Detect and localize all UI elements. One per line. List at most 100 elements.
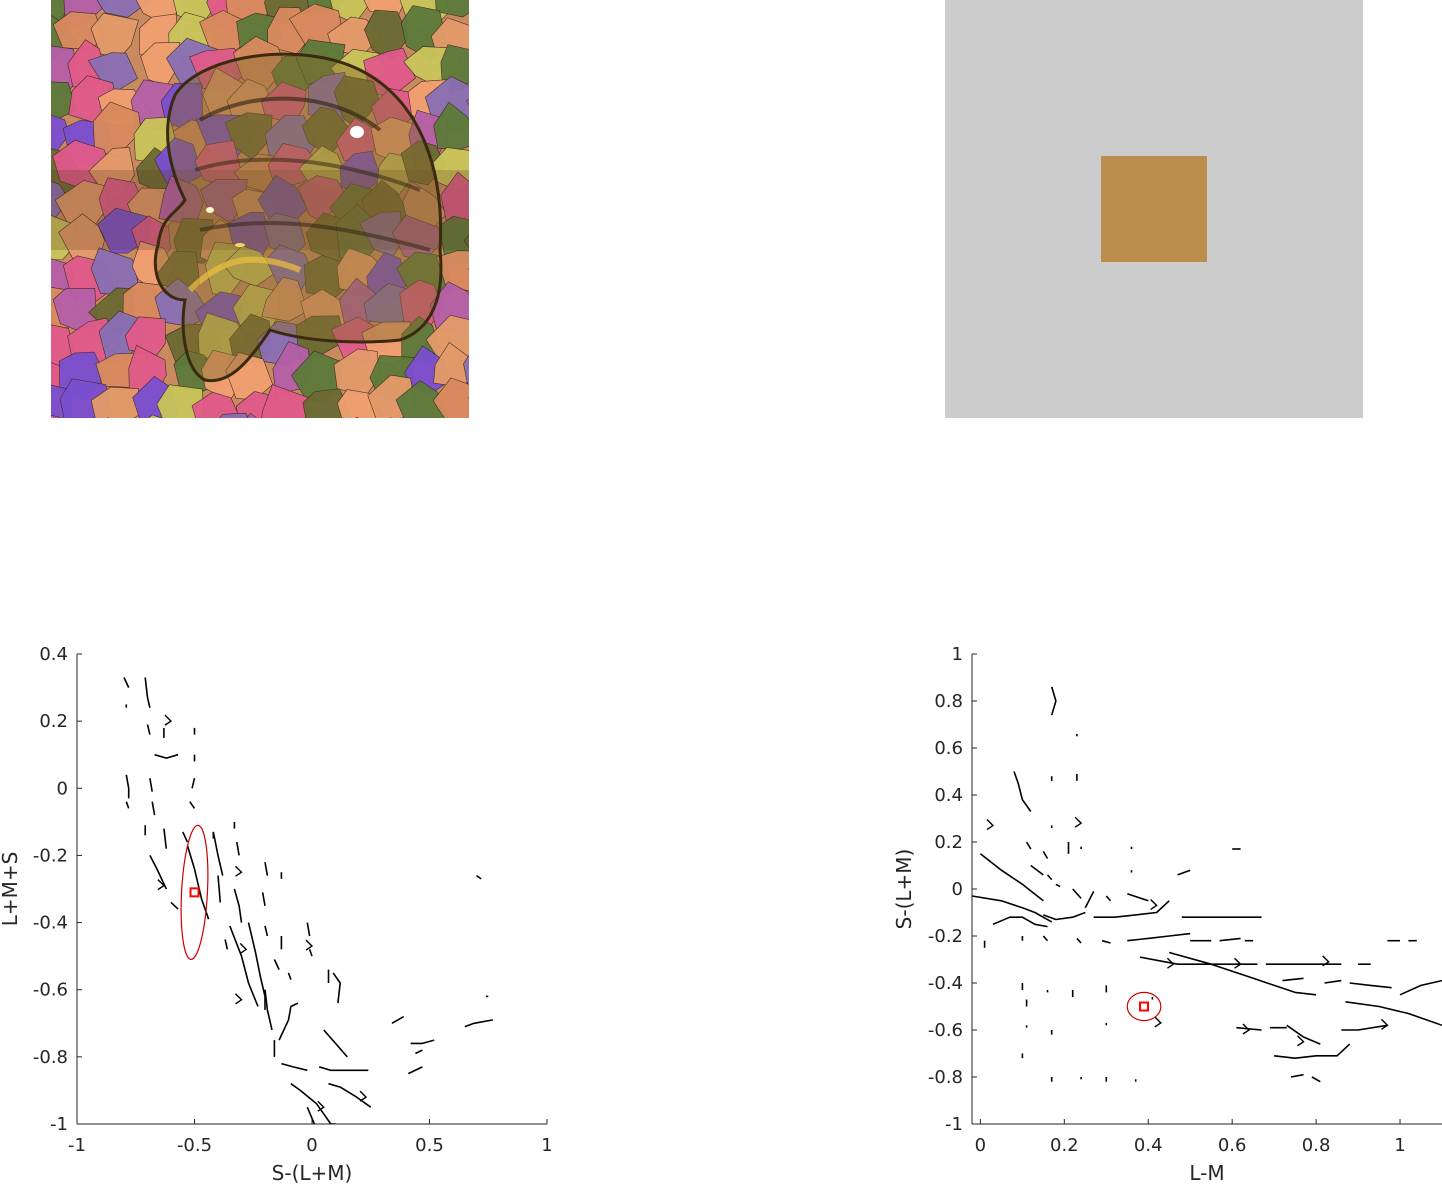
texture-cell — [432, 377, 469, 418]
specular-highlight — [350, 126, 364, 138]
y-tick-label: 0 — [57, 778, 68, 799]
specular-highlight — [235, 243, 245, 247]
y-tick-label: -1 — [50, 1114, 68, 1135]
texture-cell — [219, 412, 249, 418]
texture-cell — [261, 276, 309, 322]
trajectory-line — [144, 677, 151, 708]
trajectory-line — [191, 778, 196, 789]
texture-cell — [168, 420, 214, 470]
texture-cell — [471, 414, 517, 464]
y-tick-label: -0.6 — [928, 1020, 963, 1041]
trajectory-line — [1324, 979, 1342, 984]
trajectory-arrow — [1074, 816, 1083, 828]
texture-cell — [395, 380, 449, 418]
chart-s-lm-vs-l-m: 0 0.2 0.4 0.6 0.8 1 1 0.8 0.6 0.4 0.2 0 -0.2 -0.4 -0.6… — [892, 644, 1442, 1185]
texture-cell — [90, 386, 139, 418]
trajectory-line — [1290, 1073, 1304, 1078]
trajectory-line — [212, 831, 224, 876]
trajectory-line — [1168, 951, 1317, 996]
texture-cell — [468, 397, 469, 400]
trajectory-line — [1286, 1024, 1321, 1045]
texture-cell — [399, 421, 446, 466]
texture-cell — [58, 419, 108, 463]
trajectory-line — [229, 925, 259, 1007]
confidence-ellipse — [1126, 991, 1162, 1022]
texture-cell — [475, 45, 525, 90]
trajectory-line — [163, 828, 168, 849]
x-axis-label: S-(L+M) — [272, 1161, 353, 1185]
trajectory-line — [410, 1039, 435, 1045]
trajectory-line — [318, 1066, 369, 1072]
texture-cell — [470, 283, 517, 325]
texture-cell — [246, 412, 258, 418]
trajectory-line — [1399, 979, 1442, 996]
glass-highlight — [187, 256, 302, 293]
trajectory-line — [125, 801, 130, 809]
trajectory-arrow — [164, 714, 173, 726]
trajectory-line — [1127, 892, 1149, 902]
trajectory-line — [332, 972, 342, 1004]
trajectory-line — [217, 875, 222, 903]
trajectory-line — [170, 901, 179, 910]
y-tick-label: 0.6 — [934, 738, 963, 759]
texture-cell — [470, 0, 527, 21]
trajectory-line — [1349, 982, 1392, 989]
rendered-scene-image — [51, 0, 527, 473]
trajectory-line — [1030, 864, 1044, 876]
trajectory-line — [972, 895, 1053, 923]
glass-stripe — [198, 96, 382, 132]
trajectory-line — [1013, 771, 1032, 812]
trajectory-arrow — [359, 1090, 368, 1102]
trajectory-line — [1050, 686, 1057, 716]
y-tick-label: 0.2 — [934, 832, 963, 853]
trajectory-line — [290, 1083, 336, 1124]
trajectory-line — [1072, 888, 1082, 899]
texture-cell — [468, 267, 469, 271]
y-axis-label: S-(L+M) — [892, 849, 916, 930]
trajectory-line — [464, 1019, 494, 1028]
trajectory-arrow — [1380, 1018, 1389, 1030]
texture-cell — [254, 429, 307, 472]
trajectory-arrow — [239, 942, 248, 955]
x-tick-label: 0.2 — [1050, 1135, 1079, 1156]
trajectory-line — [306, 922, 311, 937]
texture-cell — [51, 415, 60, 418]
x-tick-label: 0.5 — [415, 1135, 444, 1156]
trajectory-line — [1042, 935, 1049, 942]
trajectory-arrow — [1150, 898, 1158, 911]
trajectory-line — [273, 959, 280, 970]
texture-cell — [442, 419, 489, 473]
texture-cell — [96, 0, 152, 18]
x-tick-label: 0 — [975, 1135, 986, 1156]
x-tick-label: 0.8 — [1302, 1135, 1331, 1156]
x-tick-label: 1 — [541, 1135, 552, 1156]
trajectory-arrow — [235, 865, 243, 877]
texture-cell — [465, 99, 469, 106]
trajectory-arrow — [1154, 1016, 1162, 1028]
plot-area — [972, 686, 1442, 1083]
texture-cell — [436, 250, 469, 291]
glass-stripe — [194, 157, 421, 192]
trajectory-arrow — [1297, 1035, 1305, 1047]
trajectory-arrow — [1242, 1023, 1251, 1035]
trajectory-line — [1042, 850, 1049, 859]
glass-object — [153, 52, 443, 383]
trajectory-line — [1177, 869, 1191, 876]
texture-cell — [355, 416, 360, 418]
trajectory-line — [476, 874, 482, 880]
trajectory-line — [1025, 841, 1032, 850]
texture-cell — [106, 417, 110, 418]
texture-cell — [156, 384, 205, 418]
trajectory-line — [149, 855, 168, 890]
trajectory-arrow — [1234, 957, 1242, 969]
trajectory-line — [146, 724, 151, 735]
mean-marker — [189, 887, 200, 898]
trajectory-line — [151, 801, 156, 816]
x-tick-label: 0 — [306, 1135, 317, 1156]
trajectory-arrow — [986, 819, 995, 831]
trajectory-line — [264, 989, 273, 1031]
texture-cell — [390, 417, 393, 418]
y-tick-label: 0.4 — [39, 644, 68, 665]
specular-highlight — [206, 207, 214, 213]
chart-luminance-vs-s-lm: -1 -0.5 0 0.5 1 0.4 0.2 0 -0.2 -0.4 -0.6 -0.8 -1 S-(L… — [0, 644, 553, 1185]
